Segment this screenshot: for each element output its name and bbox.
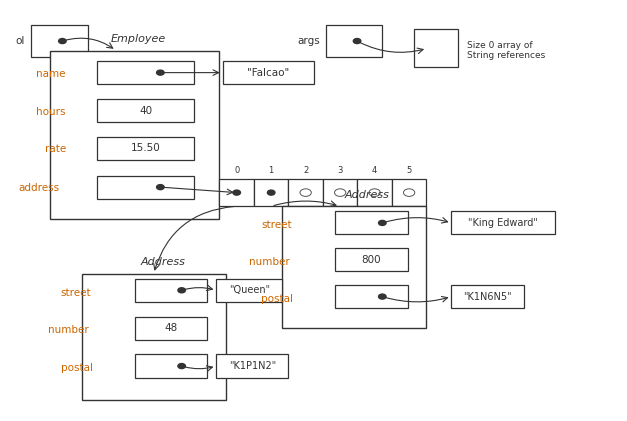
Text: "K1N6N5": "K1N6N5" xyxy=(463,292,512,301)
Text: 2: 2 xyxy=(303,166,308,175)
Bar xyxy=(97,61,194,84)
Circle shape xyxy=(300,189,311,196)
Text: postal: postal xyxy=(61,363,93,373)
Text: number: number xyxy=(249,257,290,267)
Text: 48: 48 xyxy=(164,323,177,333)
Bar xyxy=(326,25,382,57)
Text: args: args xyxy=(297,36,320,46)
Circle shape xyxy=(178,288,186,293)
Bar xyxy=(323,179,357,206)
Text: 15.50: 15.50 xyxy=(131,144,161,153)
Text: number: number xyxy=(48,325,89,336)
Text: 0: 0 xyxy=(234,166,240,175)
Bar xyxy=(288,179,323,206)
Text: Address: Address xyxy=(344,190,389,200)
Circle shape xyxy=(267,190,275,195)
Bar xyxy=(414,29,458,67)
Bar xyxy=(135,317,207,340)
Bar xyxy=(357,179,392,206)
Bar xyxy=(451,285,524,308)
Text: Size 0 array of
String references: Size 0 array of String references xyxy=(467,41,545,60)
Bar xyxy=(97,137,194,160)
Circle shape xyxy=(379,221,386,226)
Bar xyxy=(335,285,408,308)
Bar xyxy=(97,99,194,122)
Circle shape xyxy=(354,38,361,44)
Text: street: street xyxy=(60,288,91,298)
Bar xyxy=(335,211,408,234)
Text: ol: ol xyxy=(16,36,25,46)
Text: address: address xyxy=(18,183,60,193)
Text: "Falcao": "Falcao" xyxy=(247,68,289,77)
Text: 1: 1 xyxy=(268,166,274,175)
Bar xyxy=(223,61,314,84)
Text: 800: 800 xyxy=(362,255,381,264)
Bar xyxy=(216,354,288,378)
Circle shape xyxy=(178,363,186,369)
Text: street: street xyxy=(261,220,292,230)
Circle shape xyxy=(157,70,164,75)
Bar xyxy=(50,51,219,219)
Bar xyxy=(392,179,426,206)
Bar xyxy=(216,279,282,302)
Text: postal: postal xyxy=(261,294,293,304)
Circle shape xyxy=(157,184,164,189)
Circle shape xyxy=(369,189,380,196)
Bar xyxy=(335,248,408,271)
Bar xyxy=(82,274,226,400)
Text: 3: 3 xyxy=(337,166,343,175)
Text: "Queen": "Queen" xyxy=(229,285,270,295)
Circle shape xyxy=(335,189,346,196)
Text: hours: hours xyxy=(36,107,66,117)
Text: Address: Address xyxy=(140,257,186,267)
Circle shape xyxy=(404,189,415,196)
Text: 5: 5 xyxy=(406,166,412,175)
Bar xyxy=(31,25,88,57)
Circle shape xyxy=(233,190,241,195)
Circle shape xyxy=(59,38,66,44)
Bar xyxy=(451,211,555,234)
Bar xyxy=(135,279,207,302)
Bar xyxy=(254,179,288,206)
Bar xyxy=(97,176,194,199)
Bar xyxy=(135,354,207,378)
Text: 4: 4 xyxy=(372,166,377,175)
Bar xyxy=(282,206,426,328)
Text: name: name xyxy=(36,69,66,79)
Bar xyxy=(219,179,254,206)
Circle shape xyxy=(379,294,386,299)
Text: "King Edward": "King Edward" xyxy=(468,218,538,228)
Text: "K1P1N2": "K1P1N2" xyxy=(229,361,276,371)
Text: 40: 40 xyxy=(139,106,152,115)
Text: Employee: Employee xyxy=(110,34,166,44)
Text: rate: rate xyxy=(45,144,66,155)
